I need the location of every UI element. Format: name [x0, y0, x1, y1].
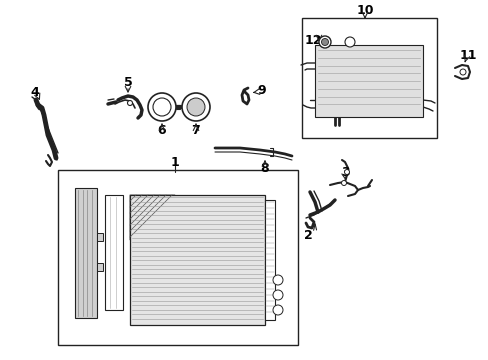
Circle shape — [272, 305, 283, 315]
Text: 7: 7 — [191, 123, 200, 136]
Text: 11: 11 — [458, 49, 476, 62]
Bar — [314, 45, 422, 117]
Bar — [130, 195, 264, 325]
Text: 5: 5 — [123, 76, 132, 89]
Text: 6: 6 — [157, 123, 166, 136]
Text: 3: 3 — [340, 166, 348, 179]
Circle shape — [341, 180, 346, 185]
Bar — [264, 200, 274, 320]
Text: 2: 2 — [303, 229, 312, 242]
Text: 9: 9 — [257, 84, 266, 96]
Bar — [75, 188, 97, 318]
Circle shape — [153, 98, 171, 116]
Circle shape — [272, 290, 283, 300]
Bar — [105, 195, 123, 310]
Text: 8: 8 — [260, 162, 269, 175]
Circle shape — [344, 170, 349, 175]
Circle shape — [459, 69, 465, 75]
Circle shape — [182, 93, 209, 121]
Bar — [302, 18, 436, 138]
Circle shape — [148, 93, 176, 121]
Text: 12: 12 — [304, 33, 321, 46]
Circle shape — [127, 100, 132, 105]
Circle shape — [318, 36, 330, 48]
Bar — [97, 233, 103, 241]
Text: 4: 4 — [31, 86, 40, 99]
Circle shape — [345, 37, 354, 47]
Bar — [97, 263, 103, 271]
Text: 1: 1 — [170, 156, 179, 168]
Text: 10: 10 — [356, 4, 373, 17]
Circle shape — [321, 39, 328, 45]
Circle shape — [186, 98, 204, 116]
Bar — [58, 170, 297, 345]
Polygon shape — [130, 195, 175, 240]
Circle shape — [272, 275, 283, 285]
